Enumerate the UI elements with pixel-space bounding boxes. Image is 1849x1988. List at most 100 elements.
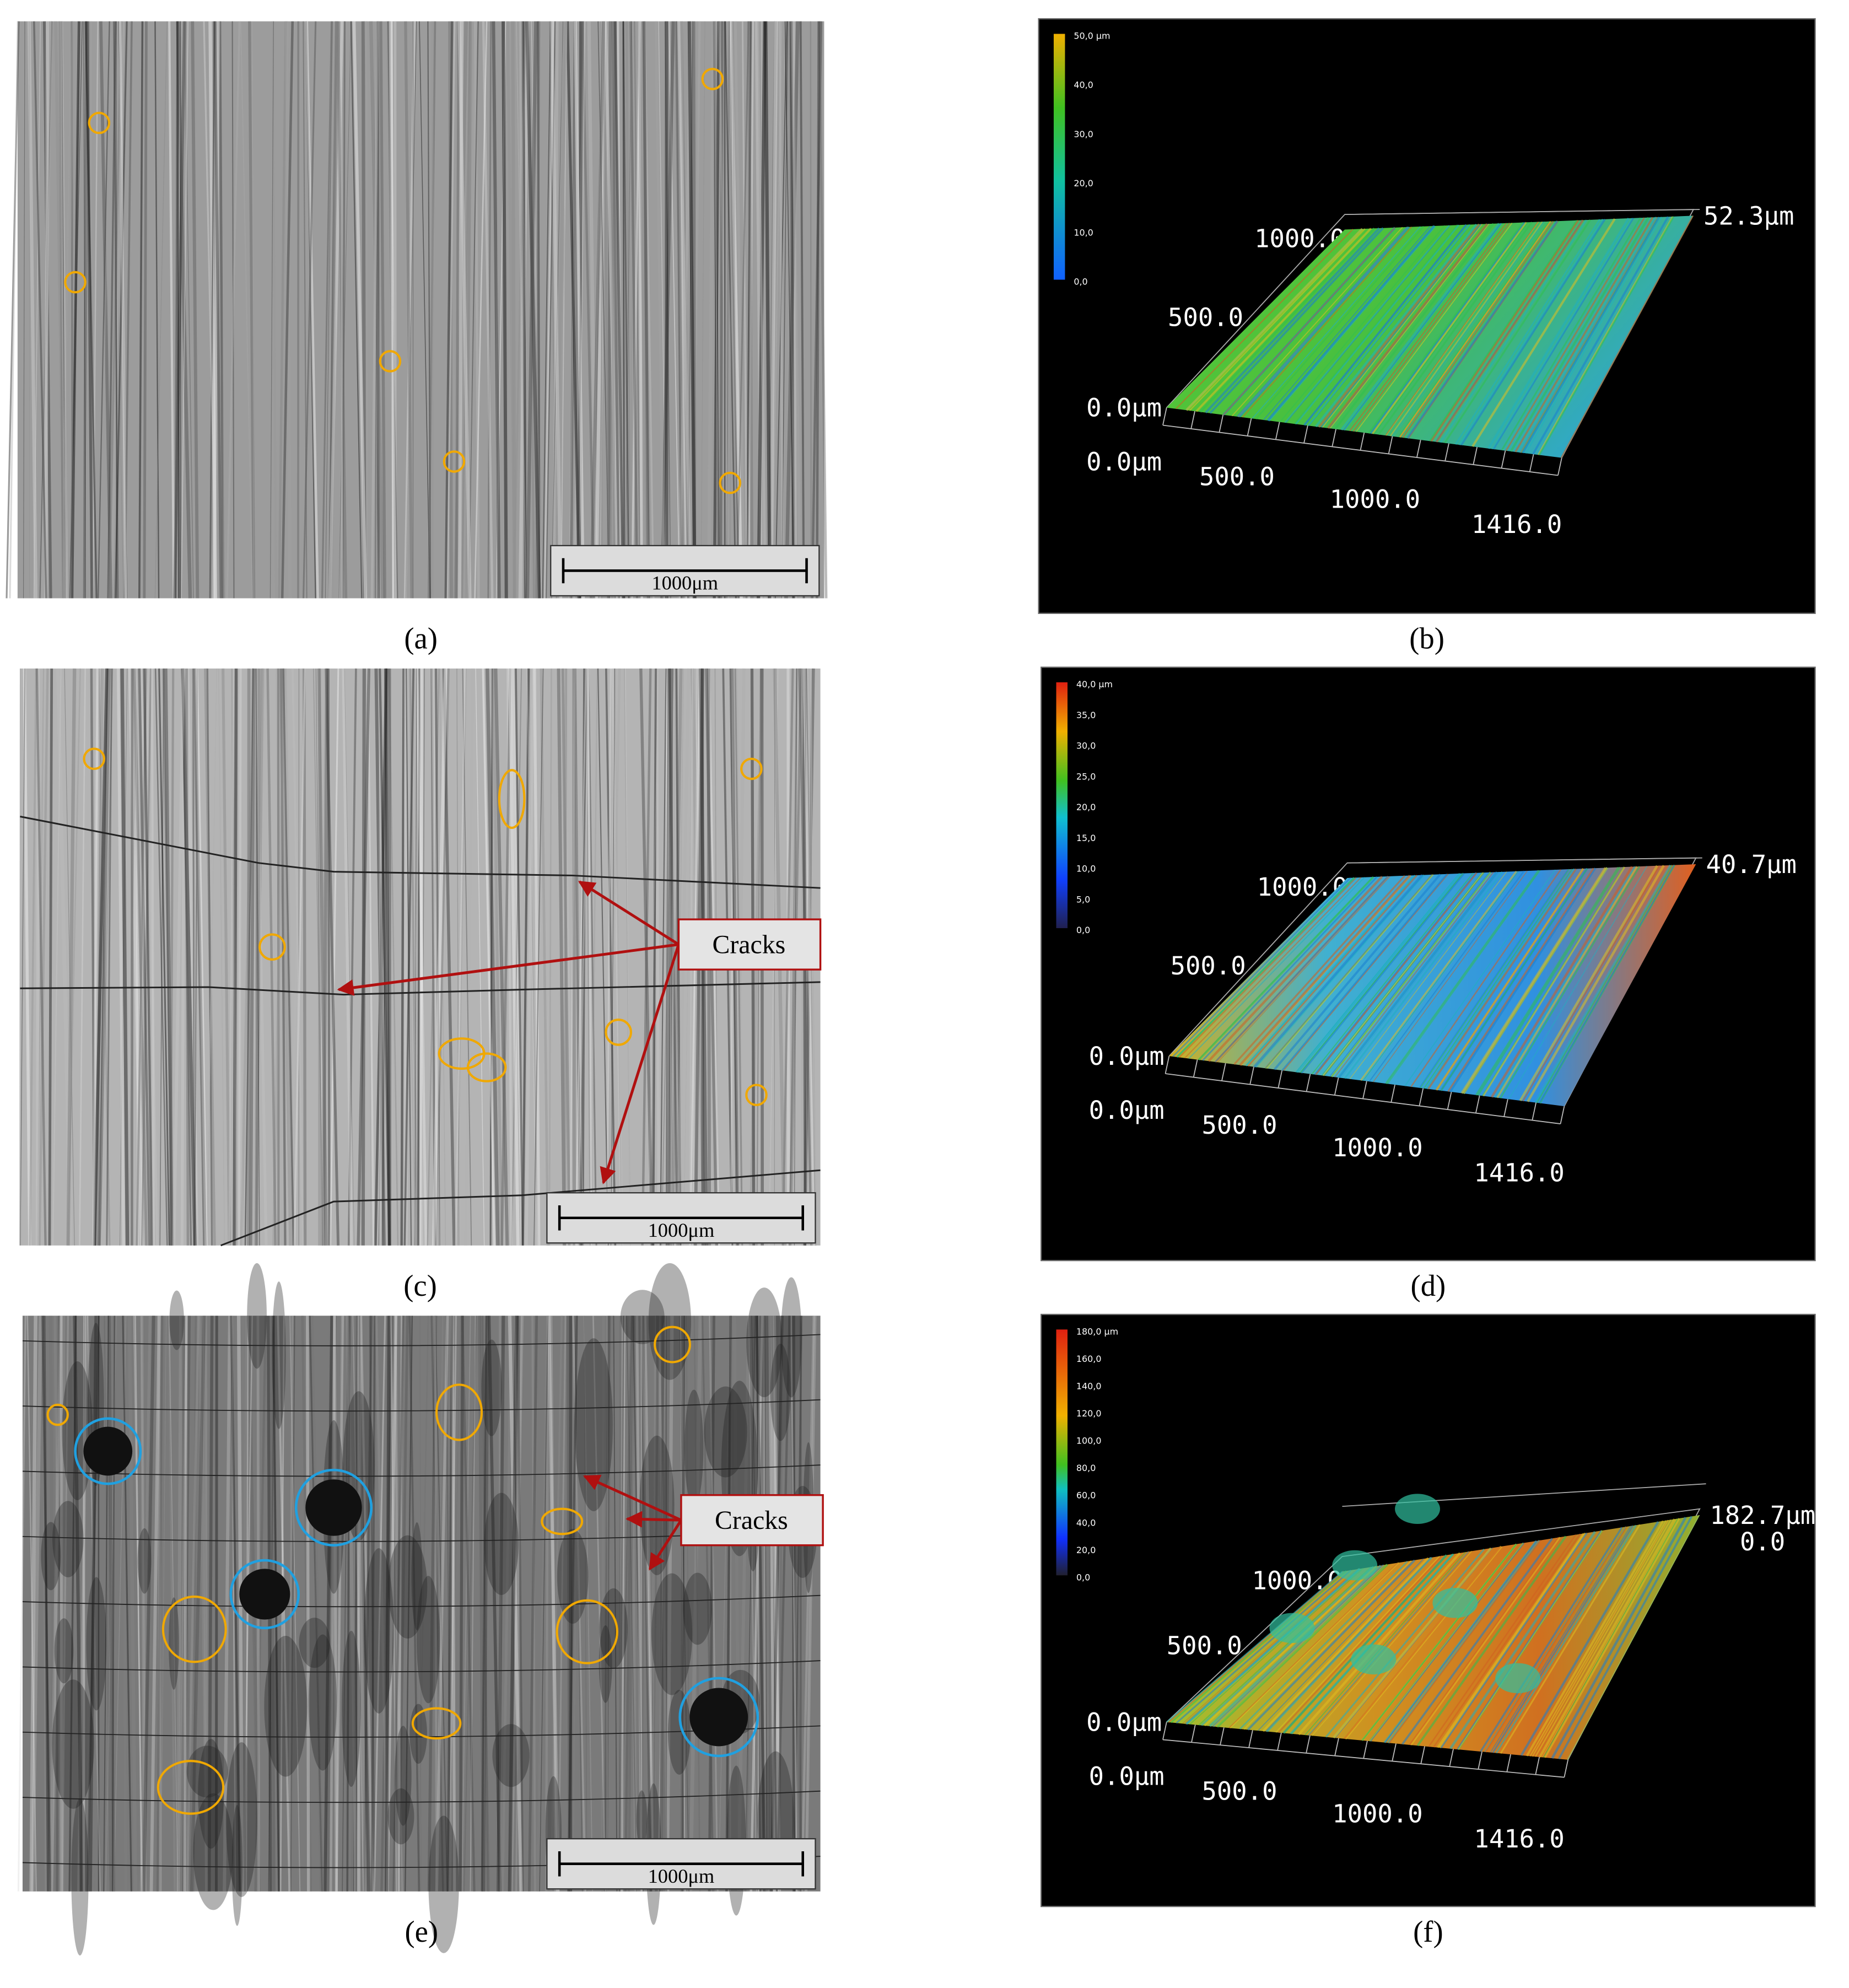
texture-stripe [205, 668, 218, 1246]
surface-ridge [1362, 1544, 1517, 1741]
texture-stripe [638, 21, 643, 599]
dark-patch [667, 1689, 691, 1775]
texture-stripe [390, 1316, 397, 1892]
texture-stripe [454, 21, 468, 599]
texture-stripe [180, 1316, 193, 1892]
surface-ridge [1460, 867, 1607, 1094]
surface-ridge [1189, 228, 1366, 411]
texture-stripe [328, 21, 338, 599]
surface-ridge [1283, 1554, 1448, 1734]
texture-stripe [602, 21, 610, 599]
texture-stripe [238, 668, 242, 1246]
texture-stripe [41, 21, 52, 599]
texture-stripe [203, 21, 217, 599]
texture-stripe [492, 21, 501, 599]
texture-stripe [61, 21, 73, 599]
texture-stripe [666, 668, 673, 1246]
panel-label: (f) [1413, 1915, 1443, 1948]
surface-ridge [1176, 877, 1355, 1058]
texture-stripe [223, 1316, 231, 1892]
surface-ridge [1343, 223, 1502, 431]
texture-stripe [669, 668, 673, 1246]
texture-stripe [330, 21, 338, 599]
texture-stripe [635, 1316, 643, 1892]
texture-stripe [35, 668, 40, 1246]
texture-stripe [566, 21, 581, 599]
texture-stripe [29, 668, 37, 1246]
surface-ridge [1551, 1516, 1687, 1759]
texture-stripe [33, 21, 47, 599]
crack-line [22, 1464, 821, 1477]
dark-patch [411, 1522, 423, 1630]
texture-stripe [609, 21, 617, 599]
x-tick-mark [1529, 454, 1534, 472]
x-tick-mark [1334, 1738, 1339, 1756]
surface-ridge [1444, 219, 1591, 444]
texture-stripe [9, 21, 19, 599]
texture-stripe [41, 1316, 52, 1892]
texture-stripe [516, 1316, 524, 1892]
x-axis-label: 1416.0 [1474, 1159, 1564, 1188]
texture-stripe [732, 1316, 742, 1892]
surface-ridge [1440, 1532, 1588, 1749]
surface-ridge [1279, 225, 1446, 423]
surface-ridge [1491, 218, 1633, 450]
x-axis-line [1165, 1073, 1561, 1124]
texture-stripe [489, 668, 494, 1246]
surface-ridge [1334, 223, 1495, 430]
texture-stripe [98, 668, 111, 1246]
surface-ridge [1544, 1518, 1680, 1758]
surface-ridge [1519, 865, 1658, 1102]
texture-stripe [818, 21, 828, 599]
x-tick-mark [1419, 1088, 1424, 1106]
texture-stripe [293, 668, 306, 1246]
texture-stripe [746, 21, 752, 599]
texture-stripe [168, 1316, 176, 1892]
texture-stripe [317, 668, 328, 1246]
surface-ridge [1209, 1564, 1382, 1727]
texture-stripe [244, 668, 254, 1246]
surface-ridge [1230, 1562, 1399, 1729]
surface-ridge [1525, 1520, 1664, 1757]
colorbar-label: 0,0 [1074, 277, 1087, 287]
texture-stripe [663, 1316, 666, 1892]
x-tick-mark [1564, 1759, 1569, 1777]
scale-bar-label: 1000μm [648, 1219, 715, 1241]
surface-ridge [1172, 877, 1351, 1057]
surface-ridge [1275, 1555, 1440, 1733]
x-tick-mark [1416, 439, 1421, 458]
surface-ridge [1492, 1525, 1634, 1753]
texture-stripe [279, 668, 287, 1246]
texture-stripe [84, 21, 90, 599]
texture-stripe [240, 668, 255, 1246]
texture-stripe [560, 21, 571, 599]
texture-stripe [458, 21, 464, 599]
texture-stripe [330, 668, 339, 1246]
surface-ridge [1385, 870, 1540, 1085]
texture-stripe [461, 21, 471, 599]
x-tick-mark [1221, 1063, 1226, 1081]
dark-patch [770, 1344, 791, 1441]
texture-stripe [278, 21, 287, 599]
texture-stripe [634, 21, 641, 599]
panel-label: (e) [405, 1915, 438, 1948]
texture-stripe [92, 668, 99, 1246]
texture-stripe [100, 668, 114, 1246]
texture-stripe [176, 1316, 183, 1892]
texture-stripe [230, 1316, 241, 1892]
defect-marker [466, 1052, 507, 1082]
x-tick-mark [1277, 1732, 1282, 1751]
callout-arrow [583, 1475, 682, 1522]
surface-ridge [1223, 227, 1395, 416]
dark-patch [247, 1263, 267, 1369]
surface-ridge [1398, 221, 1550, 438]
dark-patch [62, 1361, 93, 1500]
surface-ridge [1529, 1520, 1667, 1757]
x-axis-label: 1416.0 [1471, 510, 1562, 539]
texture-stripe [325, 668, 340, 1246]
texture-stripe [254, 668, 268, 1246]
texture-stripe [231, 1316, 236, 1892]
texture-stripe [218, 21, 225, 599]
texture-stripe [487, 1316, 502, 1892]
micrograph-panel: 1000μm Cracks [19, 668, 822, 1247]
